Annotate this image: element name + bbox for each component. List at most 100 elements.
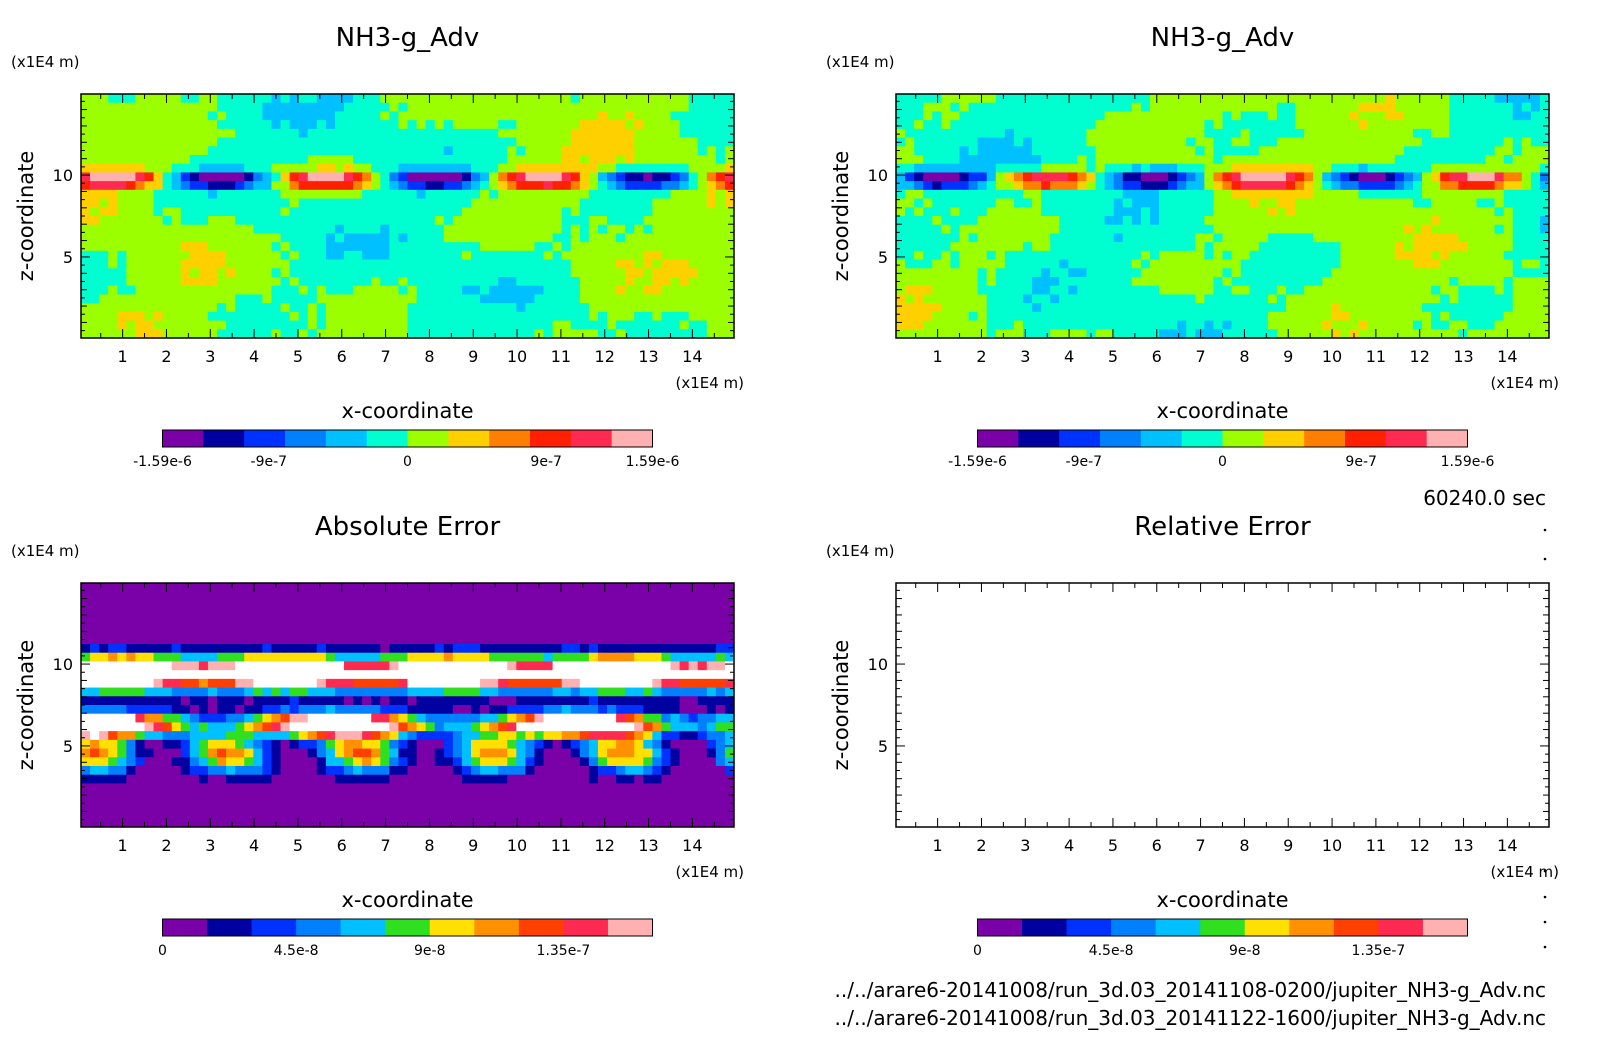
x-tick-label: 13 xyxy=(638,347,658,366)
panel-top-left: NH3-g_Adv(x1E4 m)1 2 3 4 5 6 7 8 9 10 11 12 13 14510(… xyxy=(11,23,744,470)
colorbar-swatch xyxy=(1289,919,1335,936)
x-tick-label: 4 xyxy=(1064,347,1074,366)
colorbar-swatch xyxy=(1222,430,1264,447)
x-tick-label: 2 xyxy=(976,347,986,366)
edge-dot xyxy=(1543,895,1547,899)
colorbar-swatch xyxy=(1244,919,1290,936)
colorbar-tick-label: 1.35e-7 xyxy=(537,943,591,959)
x-tick-label: 14 xyxy=(682,347,702,366)
colorbar-tick-label: -1.59e-6 xyxy=(948,454,1007,470)
x-tick-label: 13 xyxy=(638,836,658,855)
colorbar-swatch xyxy=(563,919,609,936)
x-tick-label: 6 xyxy=(1152,347,1162,366)
colorbar-swatch xyxy=(1263,430,1305,447)
x-tick-label: 7 xyxy=(1195,836,1205,855)
colorbar-swatch xyxy=(977,919,1023,936)
y-unit-label: (x1E4 m) xyxy=(826,53,895,71)
colorbar-swatch xyxy=(1378,919,1424,936)
colorbar-swatch xyxy=(366,430,408,447)
edge-dot xyxy=(1543,528,1547,532)
colorbar-swatch xyxy=(285,430,327,447)
colorbar-tick-label: 0 xyxy=(1218,454,1227,470)
y-tick-label: 10 xyxy=(868,655,888,674)
x-tick-label: 9 xyxy=(468,347,478,366)
colorbar-swatch xyxy=(611,430,653,447)
y-tick-label: 10 xyxy=(53,655,73,674)
colorbar-swatch xyxy=(296,919,342,936)
panel-title: NH3-g_Adv xyxy=(336,23,480,53)
x-axis-label: x-coordinate xyxy=(1156,888,1288,912)
colorbar-tick-label: 9e-8 xyxy=(1229,943,1260,959)
contour-field xyxy=(896,94,1549,338)
x-tick-label: 6 xyxy=(1152,836,1162,855)
x-tick-label: 13 xyxy=(1453,836,1473,855)
x-tick-label: 4 xyxy=(249,347,259,366)
colorbar-tick-label: 1.59e-6 xyxy=(1441,454,1495,470)
colorbar-tick-label: 9e-7 xyxy=(1345,454,1376,470)
colorbar-swatch xyxy=(407,430,449,447)
y-unit-label: (x1E4 m) xyxy=(826,542,895,560)
colorbar-swatch xyxy=(429,919,475,936)
x-tick-label: 14 xyxy=(1497,836,1517,855)
x-tick-label: 11 xyxy=(551,836,571,855)
x-axis-label: x-coordinate xyxy=(341,888,473,912)
x-tick-label: 7 xyxy=(380,347,390,366)
x-axis-label: x-coordinate xyxy=(341,399,473,423)
x-tick-label: 2 xyxy=(161,347,171,366)
x-tick-label: 7 xyxy=(1195,347,1205,366)
colorbar-swatch xyxy=(474,919,520,936)
x-tick-label: 10 xyxy=(507,836,527,855)
x-tick-label: 11 xyxy=(551,347,571,366)
x-unit-label: (x1E4 m) xyxy=(675,863,744,881)
x-tick-label: 6 xyxy=(337,836,347,855)
x-tick-label: 3 xyxy=(205,347,215,366)
panel-title: Absolute Error xyxy=(315,512,501,542)
x-unit-label: (x1E4 m) xyxy=(1490,863,1559,881)
panel-top-right: NH3-g_Adv(x1E4 m)1 2 3 4 5 6 7 8 9 10 11 12 13 14510(… xyxy=(826,23,1559,470)
colorbar-swatch xyxy=(1345,430,1387,447)
panel-bottom-left: Absolute Error(x1E4 m)1 2 3 4 5 6 7 8 9 10 11 12 13 1… xyxy=(11,512,744,959)
colorbar-swatch xyxy=(570,430,613,447)
colorbar-swatch xyxy=(1140,430,1183,447)
x-tick-label: 14 xyxy=(1497,347,1517,366)
x-tick-label: 12 xyxy=(1410,836,1430,855)
x-axis-label: x-coordinate xyxy=(1156,399,1288,423)
colorbar-swatch xyxy=(1304,430,1346,447)
colorbar: 0 4.5e-8 9e-8 1.35e-7 xyxy=(973,918,1468,959)
x-tick-label: 10 xyxy=(1322,836,1342,855)
colorbar: -1.59e-6 -9e-7 0 9e-7 1.59e-6 xyxy=(133,429,679,470)
colorbar-swatch xyxy=(1155,919,1201,936)
panel-title: Relative Error xyxy=(1134,512,1311,542)
x-tick-label: 5 xyxy=(1108,347,1118,366)
x-tick-label: 4 xyxy=(249,836,259,855)
x-unit-label: (x1E4 m) xyxy=(1490,374,1559,392)
colorbar-swatch xyxy=(1422,919,1468,936)
colorbar-swatch xyxy=(1385,430,1428,447)
colorbar-swatch xyxy=(203,430,245,447)
panel-title: NH3-g_Adv xyxy=(1151,23,1295,53)
file-path-2: ../../arare6-20141008/run_3d.03_20141122… xyxy=(835,1006,1546,1030)
colorbar-swatch xyxy=(207,919,253,936)
colorbar-tick-label: -9e-7 xyxy=(251,454,288,470)
colorbar-swatch xyxy=(607,919,653,936)
edge-dot xyxy=(1543,869,1547,873)
x-tick-label: 9 xyxy=(468,836,478,855)
colorbar-swatch xyxy=(385,919,431,936)
colorbar: 0 4.5e-8 9e-8 1.35e-7 xyxy=(158,918,653,959)
x-tick-label: 6 xyxy=(337,347,347,366)
colorbar-swatch xyxy=(1426,430,1468,447)
colorbar-swatch xyxy=(244,430,286,447)
x-tick-label: 12 xyxy=(595,836,615,855)
colorbar-tick-label: 4.5e-8 xyxy=(1089,943,1134,959)
x-tick-label: 3 xyxy=(1020,836,1030,855)
colorbar-tick-label: 1.35e-7 xyxy=(1352,943,1406,959)
colorbar-tick-label: 0 xyxy=(973,943,982,959)
x-tick-label: 12 xyxy=(1410,347,1430,366)
x-tick-label: 2 xyxy=(161,836,171,855)
colorbar-swatch xyxy=(1066,919,1112,936)
x-tick-label: 8 xyxy=(424,347,434,366)
x-tick-label: 5 xyxy=(293,836,303,855)
x-tick-label: 1 xyxy=(118,347,128,366)
colorbar-tick-label: 0 xyxy=(403,454,412,470)
y-tick-label: 5 xyxy=(878,248,888,267)
